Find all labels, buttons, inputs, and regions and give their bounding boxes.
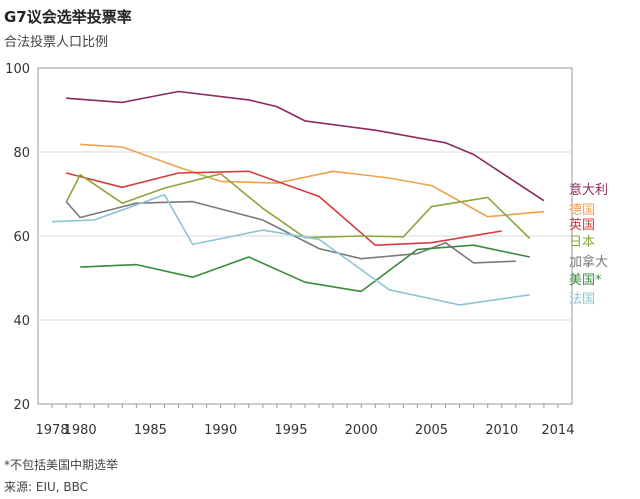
series-label: 英国 xyxy=(569,218,595,233)
series-line xyxy=(65,173,531,240)
y-axis-ticks: 20 40 60 80 100 xyxy=(5,62,30,413)
series-line xyxy=(65,170,502,246)
x-tick-label: 1990 xyxy=(204,423,237,438)
x-tick-label: 1985 xyxy=(134,423,167,438)
gridlines xyxy=(38,151,572,321)
y-tick-label: 20 xyxy=(13,398,30,413)
series-line xyxy=(66,90,545,202)
y-tick-label: 60 xyxy=(13,230,30,245)
source-note: 来源: EIU, BBC xyxy=(4,480,89,494)
x-tick-label: 1995 xyxy=(274,423,307,438)
y-tick-label: 40 xyxy=(13,314,30,329)
x-tick-label: 2000 xyxy=(345,423,378,438)
chart-subtitle: 合法投票人口比例 xyxy=(4,35,109,50)
y-tick-label: 80 xyxy=(13,146,30,161)
footnote: *不包括美国中期选举 xyxy=(4,458,119,472)
series-label: 意大利 xyxy=(569,182,608,198)
x-tick-label: 2014 xyxy=(541,423,574,438)
x-tick-label: 2005 xyxy=(415,423,448,438)
series-line xyxy=(65,200,516,264)
series-label: 美国* xyxy=(569,273,602,288)
y-tick-label: 100 xyxy=(5,62,30,77)
x-tick-label: 2010 xyxy=(485,423,518,438)
series-lines xyxy=(52,90,545,306)
series-line xyxy=(80,143,544,218)
series-label: 加拿大 xyxy=(569,254,608,270)
x-tick-label: 1980 xyxy=(64,423,97,438)
x-tick-label: 1978 xyxy=(36,423,69,438)
chart-title: G7议会选举投票率 xyxy=(4,8,132,26)
series-line xyxy=(52,194,530,306)
series-line xyxy=(80,244,530,293)
series-label: 日本 xyxy=(569,235,595,250)
series-label: 德国 xyxy=(569,203,595,218)
series-label: 法国 xyxy=(569,292,595,307)
